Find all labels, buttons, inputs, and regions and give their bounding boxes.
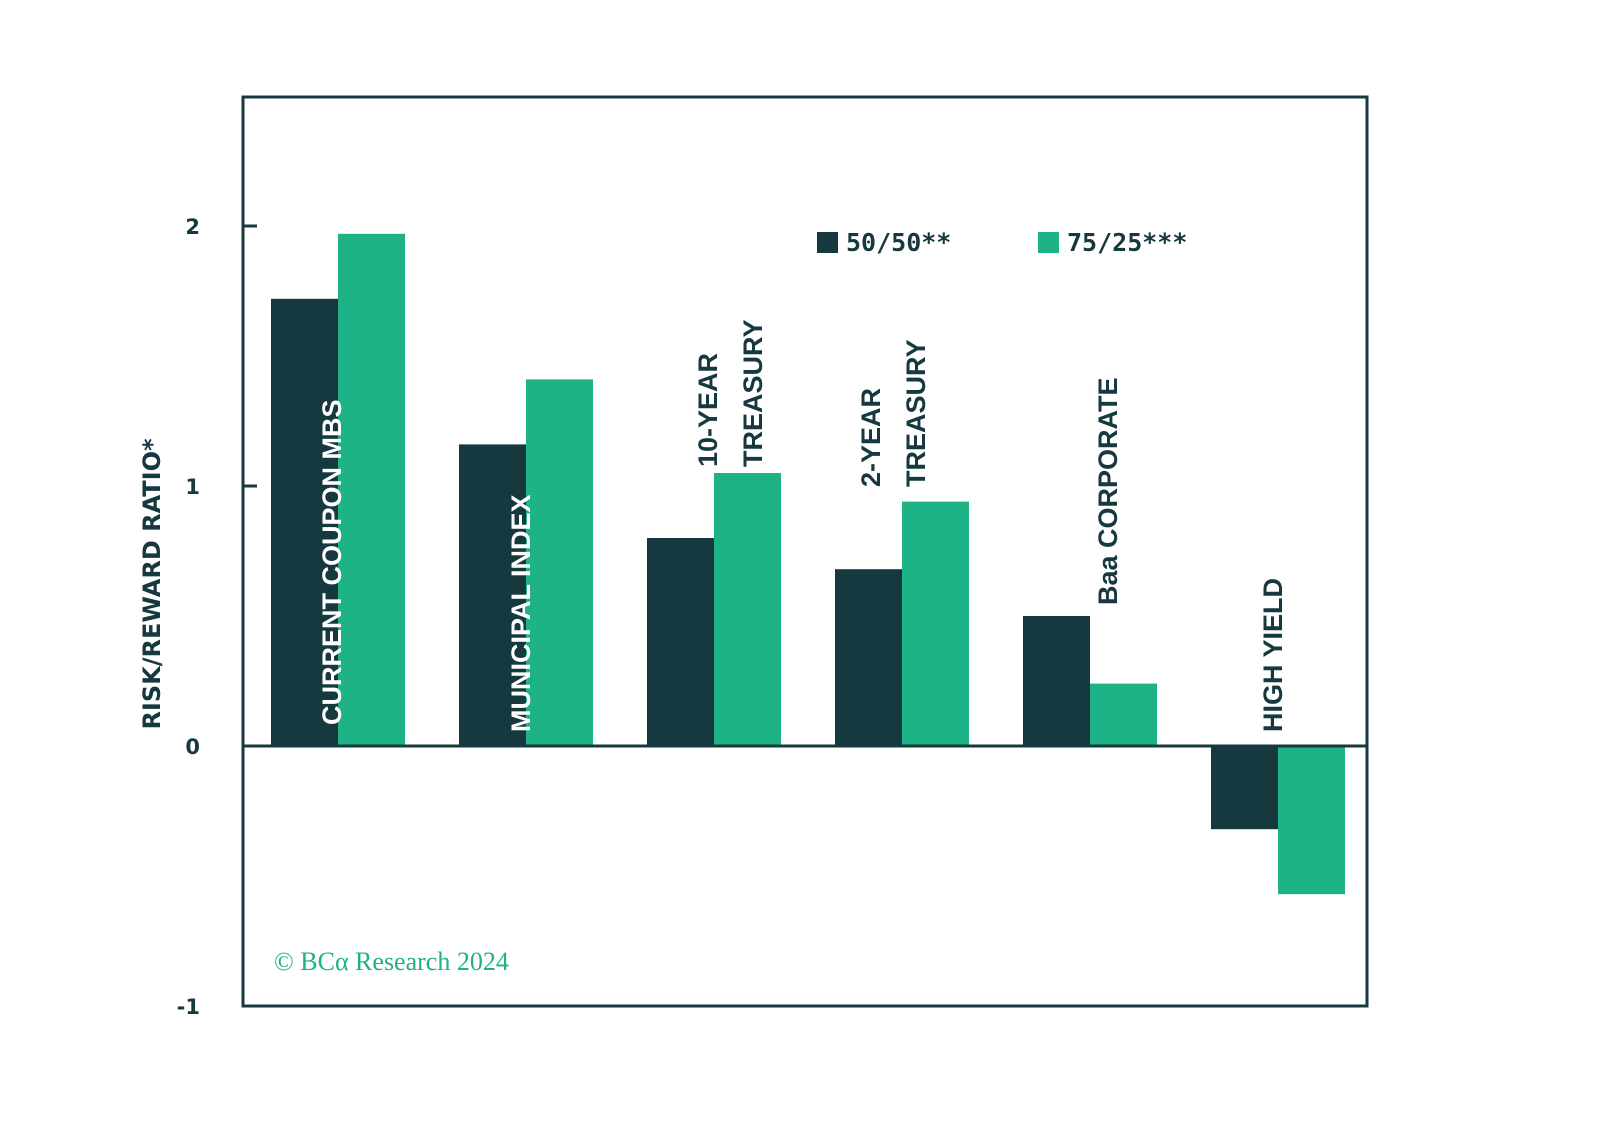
legend-label: 75/25*** [1067, 228, 1187, 257]
bar-series1-cat6 [1211, 746, 1278, 830]
bar-series1-cat4 [835, 569, 902, 746]
bar-series2-cat5 [1090, 683, 1157, 746]
bar-series2-cat3 [714, 473, 781, 746]
legend: 50/50** 75/25*** [817, 228, 1187, 257]
bar-series1-cat5 [1023, 616, 1090, 746]
bar-series2-cat2 [526, 379, 593, 746]
plot-frame [241, 95, 1369, 1008]
category-label: CURRENT COUPON MBS [317, 399, 347, 725]
legend-swatch [1038, 232, 1059, 253]
y-tick-label: -1 [177, 995, 200, 1019]
bar-series2-cat1 [338, 233, 405, 747]
copyright-text: © BCα Research 2024 [274, 947, 509, 976]
category-label: MUNICIPAL INDEX [506, 494, 536, 732]
bar-series1-cat2 [459, 444, 526, 746]
category-labels: CURRENT COUPON MBS MUNICIPAL INDEX 10-YEAR… [317, 319, 1288, 732]
category-label: HIGH YIELD [1258, 578, 1288, 732]
y-tick-label: 1 [185, 475, 200, 499]
category-label: TREASURY [738, 319, 768, 467]
bar-series1-cat3 [647, 538, 714, 746]
y-axis: 2 1 0 -1 [177, 215, 257, 1019]
category-label: 2-YEAR [856, 388, 886, 487]
category-label: Baa CORPORATE [1093, 377, 1123, 605]
y-axis-label: RISK/REWARD RATIO* [138, 438, 166, 730]
legend-label: 50/50** [846, 228, 951, 257]
y-tick-label: 0 [185, 735, 200, 759]
bar-series2-cat4 [902, 501, 969, 746]
bar-series1-cat1 [271, 298, 338, 746]
category-label: TREASURY [901, 339, 931, 487]
bar-series2-cat6 [1278, 746, 1345, 895]
y-tick-label: 2 [185, 215, 200, 239]
legend-swatch [817, 232, 838, 253]
category-label: 10-YEAR [693, 353, 723, 467]
bars-layer [271, 233, 1345, 895]
